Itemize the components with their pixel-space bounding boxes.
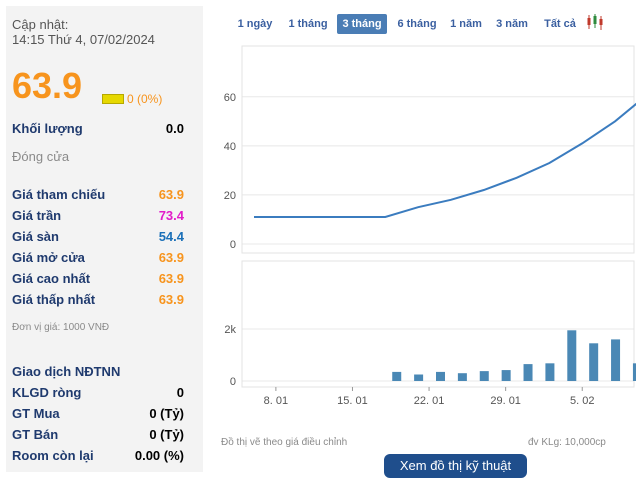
price-row-value: 63.9 — [158, 187, 184, 202]
volume-panel-border — [241, 260, 635, 388]
volume-row: Khối lượng 0.0 — [12, 121, 184, 136]
volume-label: Khối lượng — [12, 121, 83, 136]
technical-chart-button[interactable]: Xem đồ thị kỹ thuật — [384, 454, 527, 478]
updated-label: Cập nhật: — [12, 17, 69, 32]
chart-note-volume-unit: đv KLg: 10,000cp — [528, 437, 606, 448]
volume-tick-label: 2k — [224, 324, 236, 336]
price-tick-label: 20 — [224, 190, 236, 202]
volume-value: 0.0 — [165, 121, 184, 136]
volume-bar — [479, 371, 489, 381]
price-tick-label: 0 — [230, 239, 236, 251]
x-tick-label: 8. 01 — [264, 395, 288, 407]
price-row-high: Giá cao nhất 63.9 — [12, 271, 184, 286]
foreign-row-sell: GT Bán 0 (Tỷ) — [12, 427, 184, 442]
foreign-row-value: 0 (Tỷ) — [149, 427, 184, 442]
volume-bar — [392, 371, 402, 381]
price-row-value: 63.9 — [158, 250, 184, 265]
volume-bar — [589, 343, 599, 381]
x-tick-label: 29. 01 — [490, 395, 521, 407]
foreign-row-label: GT Bán — [12, 427, 59, 442]
volume-bar — [545, 363, 555, 381]
foreign-row-label: Room còn lại — [12, 448, 94, 463]
price-panel-border — [241, 45, 635, 254]
price-tick-label: 60 — [224, 92, 236, 104]
price-row-value: 54.4 — [158, 229, 184, 244]
summary-panel — [6, 6, 203, 472]
volume-bar — [632, 363, 636, 381]
price-row-label: Giá trần — [12, 208, 62, 223]
price-row-label: Giá cao nhất — [12, 271, 91, 286]
tab-1-year[interactable]: 1 năm — [450, 18, 482, 30]
price-volume-chart: 0 20 40 60 0 2k 8. 01 15. 01 22. 01 29. 01 5. 02 — [224, 45, 636, 407]
volume-bar — [611, 339, 621, 381]
price-row-label: Giá thấp nhất — [12, 292, 96, 307]
x-tick-label: 5. 02 — [570, 395, 594, 407]
foreign-title: Giao dịch NĐTNN — [12, 364, 121, 379]
price-row-floor: Giá sàn 54.4 — [12, 229, 184, 244]
x-tick-label: 15. 01 — [337, 395, 368, 407]
price-row-label: Giá tham chiếu — [12, 187, 106, 202]
price-tick-label: 40 — [224, 141, 236, 153]
tab-3-years[interactable]: 3 năm — [496, 18, 528, 30]
price-row-label: Giá sàn — [12, 229, 59, 244]
price-row-ceiling: Giá trần 73.4 — [12, 208, 184, 223]
price-row-label: Giá mở cửa — [12, 250, 85, 265]
foreign-row-label: GT Mua — [12, 406, 60, 421]
unit-note: Đơn vị giá: 1000 VNĐ — [12, 322, 110, 333]
change-flat-icon — [102, 94, 124, 104]
price-row-low: Giá thấp nhất 63.9 — [12, 292, 184, 307]
tab-6-months[interactable]: 6 tháng — [397, 18, 437, 30]
close-label: Đóng cửa — [12, 149, 70, 164]
tab-1-month[interactable]: 1 tháng — [288, 18, 328, 30]
foreign-row-buy: GT Mua 0 (Tỷ) — [12, 406, 184, 421]
volume-tick-label: 0 — [230, 376, 236, 388]
price-row-reference: Giá tham chiếu 63.9 — [12, 187, 184, 202]
updated-time: 14:15 Thứ 4, 07/02/2024 — [12, 32, 155, 47]
tab-3-months[interactable]: 3 tháng — [337, 14, 387, 34]
foreign-row-value: 0 — [176, 385, 184, 400]
price-row-open: Giá mở cửa 63.9 — [12, 250, 184, 265]
price-change: 0 (0%) — [127, 92, 163, 106]
volume-bar — [501, 370, 511, 381]
current-price: 63.9 — [12, 65, 83, 106]
candlestick-icon[interactable] — [586, 13, 604, 31]
volume-bar — [457, 373, 467, 381]
tab-all[interactable]: Tất cả — [544, 18, 576, 30]
price-line — [254, 102, 636, 218]
foreign-row-value: 0 (Tỷ) — [149, 406, 184, 421]
foreign-row-room: Room còn lại 0.00 (%) — [12, 448, 184, 463]
price-row-value: 73.4 — [158, 208, 184, 223]
x-tick-label: 22. 01 — [414, 395, 445, 407]
volume-bar — [436, 371, 445, 381]
foreign-row-net-volume: KLGD ròng 0 — [12, 385, 184, 400]
volume-bar — [523, 364, 533, 381]
volume-bar — [414, 374, 424, 381]
foreign-row-value: 0.00 (%) — [134, 448, 184, 463]
foreign-row-label: KLGD ròng — [12, 385, 82, 400]
chart-note-adjusted: Đồ thị vẽ theo giá điều chỉnh — [221, 437, 348, 448]
tab-1-day[interactable]: 1 ngày — [237, 18, 273, 30]
price-row-value: 63.9 — [158, 271, 184, 286]
price-row-value: 63.9 — [158, 292, 184, 307]
volume-bar — [567, 330, 577, 381]
